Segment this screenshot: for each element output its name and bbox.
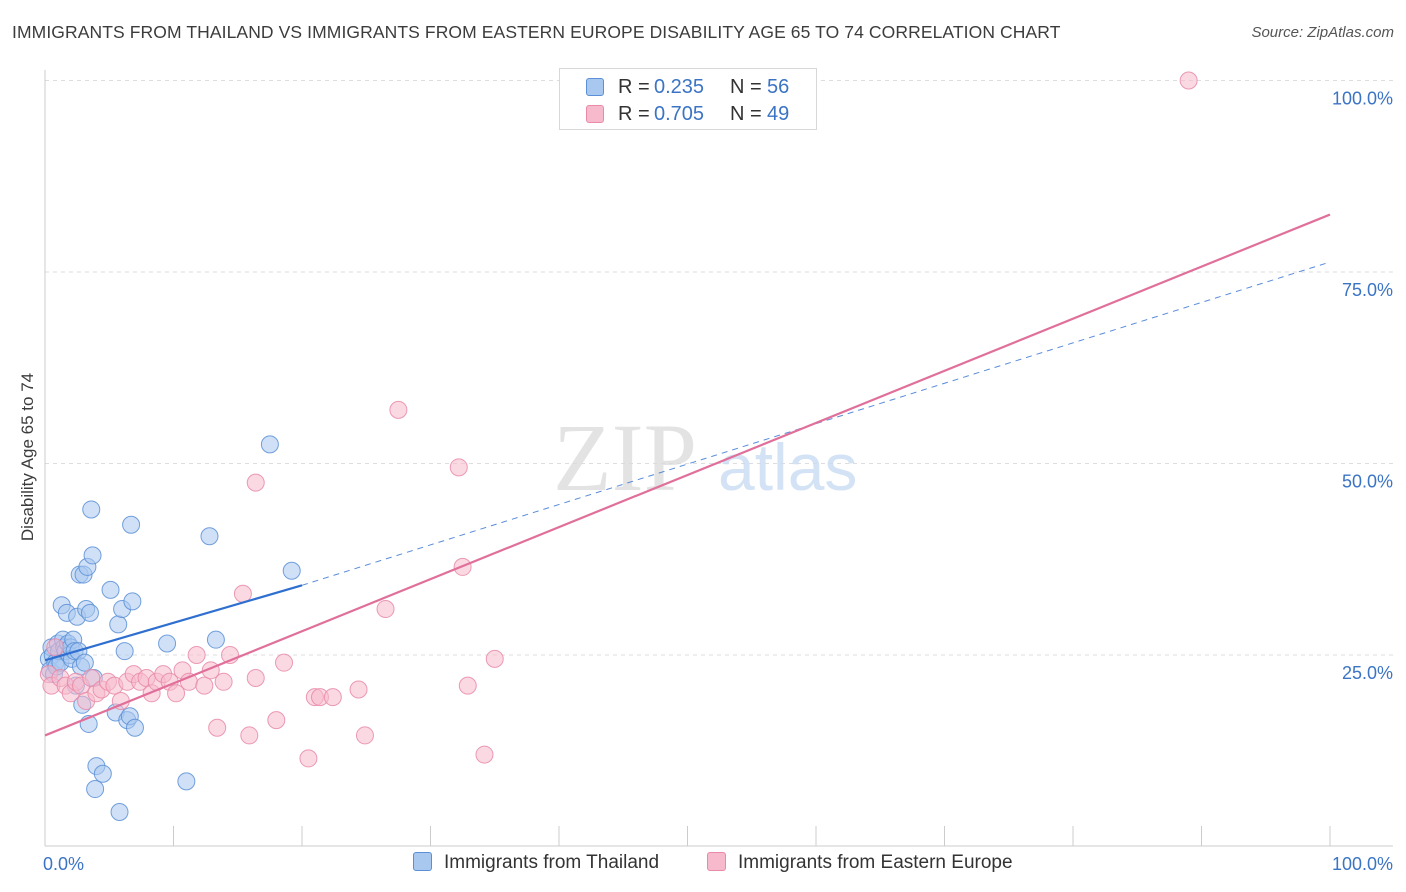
watermark: ZIP atlas bbox=[553, 404, 857, 511]
legend-row-eastern-europe: R = 0.705 N = 49 bbox=[560, 101, 816, 127]
point-eastern-europe bbox=[208, 718, 227, 737]
watermark-zip: ZIP bbox=[553, 404, 697, 511]
point-thailand bbox=[109, 615, 128, 634]
point-eastern-europe bbox=[355, 726, 374, 745]
x-tick-labels: 0.0% 100.0% bbox=[43, 854, 1393, 874]
point-thailand bbox=[82, 500, 101, 519]
point-eastern-europe bbox=[187, 646, 206, 664]
point-eastern-europe bbox=[267, 711, 286, 730]
point-thailand bbox=[260, 435, 279, 454]
trend-line-thailand-extended bbox=[301, 261, 1331, 586]
legend-r-value-eastern-europe: 0.705 bbox=[654, 103, 705, 125]
point-thailand bbox=[123, 592, 142, 611]
point-thailand bbox=[83, 546, 102, 565]
point-thailand bbox=[125, 718, 144, 737]
trend-line-eastern-europe bbox=[44, 213, 1331, 737]
legend-swatch-eastern-europe bbox=[586, 105, 604, 123]
trend-lines bbox=[44, 213, 1331, 737]
bottom-legend: Immigrants from Thailand Immigrants from… bbox=[0, 852, 1406, 878]
chart-title: IMMIGRANTS FROM THAILAND VS IMMIGRANTS F… bbox=[12, 22, 1061, 42]
point-eastern-europe bbox=[46, 638, 65, 657]
point-thailand bbox=[115, 642, 134, 661]
point-eastern-europe bbox=[246, 473, 265, 492]
point-thailand bbox=[282, 561, 301, 580]
point-eastern-europe bbox=[246, 668, 265, 687]
point-thailand bbox=[86, 780, 105, 799]
x-tick-label: 0.0% bbox=[43, 854, 84, 874]
point-eastern-europe bbox=[195, 676, 214, 695]
legend: R = 0.235 N = 56 R = 0.705 N = 49 bbox=[559, 68, 817, 130]
legend-swatch-thailand bbox=[586, 78, 604, 96]
bottom-legend-swatch-eastern-europe bbox=[707, 852, 726, 871]
points-thailand bbox=[39, 435, 301, 822]
point-thailand bbox=[93, 764, 112, 783]
point-thailand bbox=[80, 603, 99, 622]
bottom-legend-label-thailand: Immigrants from Thailand bbox=[444, 852, 660, 873]
point-thailand bbox=[158, 634, 177, 653]
x-tick-label: 100.0% bbox=[1332, 854, 1393, 874]
y-tick-label: 25.0% bbox=[1342, 663, 1393, 683]
point-eastern-europe bbox=[240, 726, 259, 745]
point-thailand bbox=[75, 653, 94, 672]
legend-n-label: N = bbox=[730, 76, 762, 98]
point-eastern-europe bbox=[167, 684, 186, 703]
point-eastern-europe bbox=[1179, 71, 1198, 90]
point-eastern-europe bbox=[214, 672, 233, 691]
bottom-legend-label-eastern-europe: Immigrants from Eastern Europe bbox=[738, 852, 1013, 873]
watermark-atlas: atlas bbox=[718, 430, 857, 504]
point-thailand bbox=[206, 630, 225, 649]
point-eastern-europe bbox=[299, 749, 318, 768]
y-tick-label: 75.0% bbox=[1342, 280, 1393, 300]
y-tick-labels: 25.0% 50.0% 75.0% 100.0% bbox=[1332, 89, 1393, 684]
source-label: Source: ZipAtlas.com bbox=[1251, 24, 1394, 41]
bottom-legend-thailand: Immigrants from Thailand bbox=[413, 852, 659, 874]
y-tick-label: 50.0% bbox=[1342, 472, 1393, 492]
point-thailand bbox=[101, 580, 120, 599]
grid bbox=[45, 80, 1393, 656]
legend-n-value-thailand: 56 bbox=[767, 76, 790, 98]
legend-r-label: R = bbox=[618, 103, 650, 125]
y-tick-label: 100.0% bbox=[1332, 89, 1393, 109]
legend-r-label: R = bbox=[618, 76, 650, 98]
legend-r-value-thailand: 0.235 bbox=[654, 76, 705, 98]
point-eastern-europe bbox=[485, 649, 504, 668]
point-eastern-europe bbox=[323, 688, 342, 707]
legend-n-label: N = bbox=[730, 103, 762, 125]
y-axis-title: Disability Age 65 to 74 bbox=[18, 373, 37, 541]
legend-n-value-eastern-europe: 49 bbox=[767, 103, 790, 125]
point-thailand bbox=[110, 803, 129, 822]
points-eastern-europe bbox=[39, 71, 1198, 768]
axes bbox=[44, 70, 1393, 847]
point-eastern-europe bbox=[376, 600, 395, 619]
point-eastern-europe bbox=[389, 400, 408, 419]
trend-line-thailand bbox=[44, 584, 303, 662]
point-eastern-europe bbox=[458, 676, 477, 695]
point-thailand bbox=[177, 772, 196, 791]
point-eastern-europe bbox=[275, 653, 294, 672]
point-eastern-europe bbox=[475, 745, 494, 764]
bottom-legend-eastern-europe: Immigrants from Eastern Europe bbox=[707, 852, 1013, 874]
point-thailand bbox=[200, 527, 219, 546]
point-eastern-europe bbox=[449, 458, 468, 477]
legend-row-thailand: R = 0.235 N = 56 bbox=[560, 74, 816, 100]
point-eastern-europe bbox=[233, 584, 252, 603]
point-eastern-europe bbox=[349, 680, 368, 699]
point-thailand bbox=[122, 515, 141, 534]
bottom-legend-swatch-thailand bbox=[413, 852, 432, 871]
